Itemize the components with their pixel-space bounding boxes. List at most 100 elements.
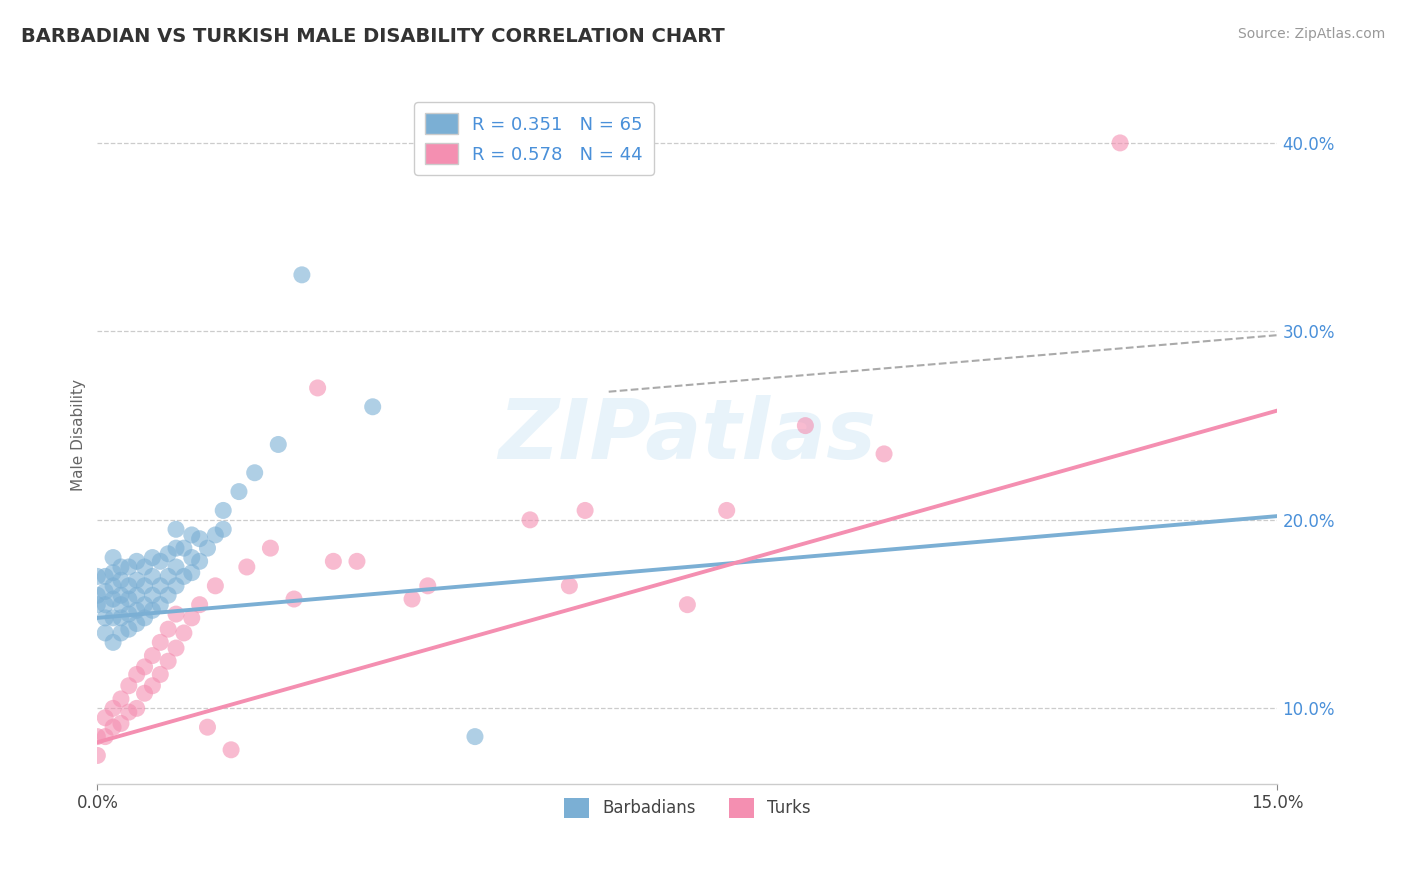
Point: [157, 588, 180, 602]
Point: [125, 573, 148, 587]
Point: [188, 554, 211, 568]
Point: [110, 692, 132, 706]
Point: [204, 579, 226, 593]
Point: [94, 598, 117, 612]
Point: [118, 579, 141, 593]
Point: [716, 503, 738, 517]
Point: [157, 622, 180, 636]
Point: [94, 611, 117, 625]
Point: [149, 554, 172, 568]
Point: [188, 598, 211, 612]
Point: [125, 616, 148, 631]
Point: [141, 569, 163, 583]
Point: [165, 541, 187, 556]
Point: [94, 569, 117, 583]
Point: [94, 626, 117, 640]
Point: [118, 607, 141, 621]
Point: [165, 560, 187, 574]
Point: [141, 550, 163, 565]
Point: [228, 484, 250, 499]
Point: [180, 528, 202, 542]
Text: BARBADIAN VS TURKISH MALE DISABILITY CORRELATION CHART: BARBADIAN VS TURKISH MALE DISABILITY COR…: [21, 27, 725, 45]
Point: [101, 720, 124, 734]
Point: [322, 554, 344, 568]
Point: [180, 611, 202, 625]
Point: [149, 635, 172, 649]
Point: [188, 532, 211, 546]
Point: [101, 635, 124, 649]
Point: [94, 584, 117, 599]
Point: [101, 579, 124, 593]
Point: [86, 569, 108, 583]
Point: [416, 579, 439, 593]
Point: [101, 701, 124, 715]
Point: [110, 573, 132, 587]
Point: [197, 541, 219, 556]
Point: [197, 720, 219, 734]
Point: [118, 679, 141, 693]
Point: [259, 541, 281, 556]
Point: [204, 528, 226, 542]
Legend: Barbadians, Turks: Barbadians, Turks: [557, 791, 818, 824]
Point: [236, 560, 259, 574]
Point: [125, 667, 148, 681]
Point: [141, 679, 163, 693]
Point: [110, 716, 132, 731]
Point: [141, 588, 163, 602]
Point: [149, 598, 172, 612]
Point: [125, 701, 148, 715]
Point: [134, 579, 156, 593]
Point: [173, 626, 195, 640]
Point: [118, 560, 141, 574]
Point: [86, 588, 108, 602]
Point: [1109, 136, 1132, 150]
Point: [401, 592, 423, 607]
Point: [110, 588, 132, 602]
Point: [101, 550, 124, 565]
Point: [134, 686, 156, 700]
Point: [676, 598, 699, 612]
Text: Source: ZipAtlas.com: Source: ZipAtlas.com: [1237, 27, 1385, 41]
Point: [125, 603, 148, 617]
Point: [180, 550, 202, 565]
Point: [125, 554, 148, 568]
Point: [101, 592, 124, 607]
Point: [149, 579, 172, 593]
Point: [86, 748, 108, 763]
Point: [267, 437, 290, 451]
Point: [157, 547, 180, 561]
Point: [101, 566, 124, 580]
Point: [212, 522, 235, 536]
Point: [110, 560, 132, 574]
Point: [873, 447, 896, 461]
Point: [173, 569, 195, 583]
Point: [219, 743, 242, 757]
Point: [558, 579, 581, 593]
Point: [110, 598, 132, 612]
Point: [94, 730, 117, 744]
Point: [157, 569, 180, 583]
Point: [157, 654, 180, 668]
Point: [794, 418, 817, 433]
Point: [464, 730, 486, 744]
Point: [165, 522, 187, 536]
Point: [180, 566, 202, 580]
Point: [141, 603, 163, 617]
Point: [361, 400, 384, 414]
Point: [574, 503, 596, 517]
Point: [134, 611, 156, 625]
Point: [125, 588, 148, 602]
Point: [346, 554, 368, 568]
Point: [291, 268, 314, 282]
Point: [149, 667, 172, 681]
Point: [212, 503, 235, 517]
Point: [519, 513, 541, 527]
Point: [118, 622, 141, 636]
Point: [283, 592, 305, 607]
Point: [118, 705, 141, 719]
Point: [173, 541, 195, 556]
Point: [86, 598, 108, 612]
Point: [134, 660, 156, 674]
Point: [134, 598, 156, 612]
Point: [110, 626, 132, 640]
